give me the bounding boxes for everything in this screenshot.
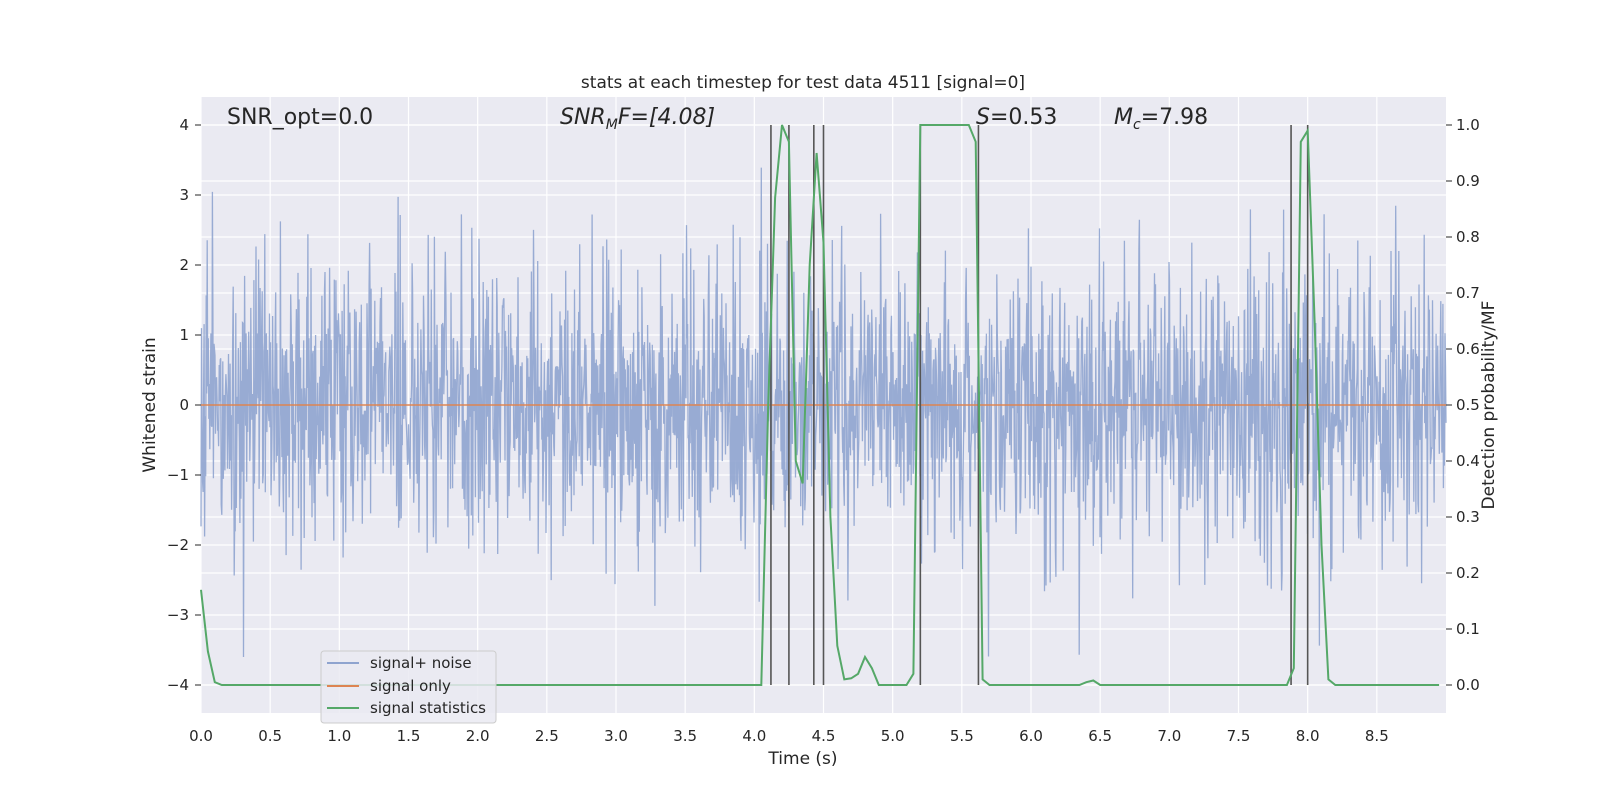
series-signal-statistics — [200, 124, 1440, 686]
x-tick-label: 3.0 — [604, 727, 628, 745]
x-tick-label: 4.5 — [812, 727, 836, 745]
y2-tick-label: 0.3 — [1456, 508, 1480, 526]
legend-label-signal-statistics: signal statistics — [370, 699, 486, 717]
y2-tick-label: 0.7 — [1456, 284, 1480, 302]
y2-tick-label: 0.0 — [1456, 676, 1480, 694]
x-tick-label: 3.5 — [673, 727, 697, 745]
x-axis-ticks: 0.0 0.5 1.0 1.5 2.0 2.5 3.0 3.5 4.0 4.5 5.0 5.5 6.0 6… — [189, 727, 1389, 745]
annotation-snr-mf: SNRMF=[4.08] — [560, 105, 715, 133]
y2-tick-label: 0.6 — [1456, 340, 1480, 358]
y2-tick-label: 0.4 — [1456, 452, 1480, 470]
legend-label-signal-noise: signal+ noise — [370, 654, 472, 672]
y2-tick-label: 0.5 — [1456, 396, 1480, 414]
y-axis-ticks: 4 3 2 1 0 −1 −2 −3 −4 — [167, 116, 201, 694]
x-tick-label: 2.0 — [466, 727, 490, 745]
signal-statistics-line — [200, 124, 1440, 686]
x-tick-label: 5.5 — [950, 727, 974, 745]
y-tick-label: −3 — [167, 606, 189, 624]
y-axis-label: Whitened strain — [140, 337, 160, 472]
x-tick-label: 7.5 — [1227, 727, 1251, 745]
x-tick-label: 0.5 — [258, 727, 282, 745]
x-tick-label: 8.5 — [1365, 727, 1389, 745]
detection-markers — [770, 125, 1309, 685]
y-tick-label: 0 — [179, 396, 189, 414]
y2-tick-label: 0.2 — [1456, 564, 1480, 582]
legend-box — [320, 650, 497, 724]
y-tick-label: −1 — [167, 466, 189, 484]
x-tick-label: 1.0 — [327, 727, 351, 745]
y2-axis-label: Detection probability/MF — [1479, 301, 1499, 510]
x-tick-label: 8.0 — [1296, 727, 1320, 745]
y2-axis-ticks: 1.0 0.9 0.8 0.7 0.6 0.5 0.4 0.3 0.2 0.1 0.0 — [1446, 116, 1480, 694]
y2-tick-label: 0.1 — [1456, 620, 1480, 638]
y-tick-label: −4 — [167, 676, 189, 694]
y2-tick-label: 0.9 — [1456, 172, 1480, 190]
x-tick-label: 1.5 — [397, 727, 421, 745]
annotation-snr-opt: SNR_opt=0.0 — [227, 105, 373, 130]
y-tick-label: −2 — [167, 536, 189, 554]
x-tick-label: 6.5 — [1088, 727, 1112, 745]
legend-label-signal-only: signal only — [370, 677, 451, 695]
x-tick-label: 0.0 — [189, 727, 213, 745]
x-tick-label: 6.0 — [1019, 727, 1043, 745]
legend: signal+ noise signal only signal statist… — [320, 650, 497, 724]
annotation-s: S=0.53 — [976, 105, 1057, 130]
y2-tick-label: 1.0 — [1456, 116, 1480, 134]
x-tick-label: 2.5 — [535, 727, 559, 745]
y-tick-label: 4 — [179, 116, 189, 134]
y2-tick-label: 0.8 — [1456, 228, 1480, 246]
x-tick-label: 5.0 — [881, 727, 905, 745]
annotation-mc: Mc=7.98 — [1114, 105, 1208, 133]
y-tick-label: 3 — [179, 186, 189, 204]
y-tick-label: 1 — [179, 326, 189, 344]
chart-title: stats at each timestep for test data 451… — [581, 73, 1025, 93]
x-tick-label: 7.0 — [1157, 727, 1181, 745]
y-tick-label: 2 — [179, 256, 189, 274]
x-tick-label: 4.0 — [742, 727, 766, 745]
x-axis-label: Time (s) — [767, 749, 837, 769]
